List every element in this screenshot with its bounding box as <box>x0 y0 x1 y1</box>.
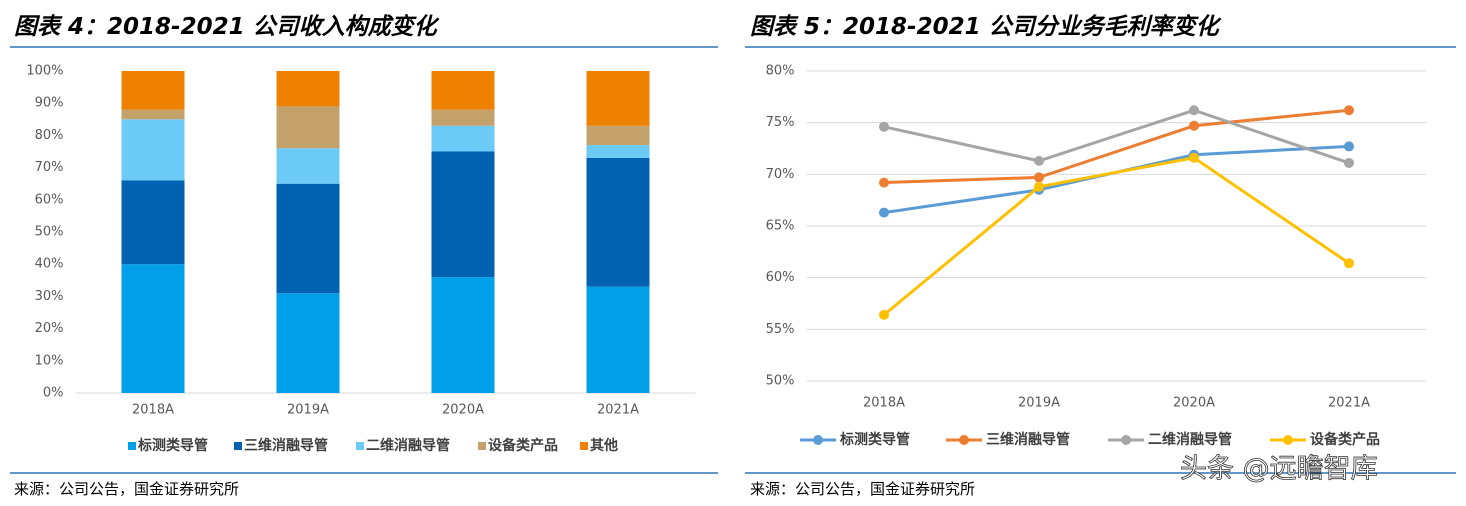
bar-segment <box>586 125 650 146</box>
bar-segment <box>276 293 340 393</box>
line-marker <box>1189 152 1199 163</box>
legend-label: 三维消融导管 <box>244 437 328 454</box>
bar-segment <box>121 180 185 265</box>
y-tick-label: 60% <box>766 270 795 285</box>
bar-segment <box>276 148 340 184</box>
y-tick-label: 20% <box>35 321 64 336</box>
legend-swatch <box>356 442 364 450</box>
x-tick-label: 2021A <box>1328 396 1370 411</box>
line-marker <box>1189 120 1199 131</box>
legend-label: 设备类产品 <box>488 437 558 454</box>
line-marker <box>1189 105 1199 116</box>
y-tick-label: 75% <box>766 115 795 130</box>
source: 来源：公司公告，国金证券研究所 <box>14 480 239 498</box>
legend-label: 二维消融导管 <box>1148 431 1232 448</box>
y-tick-label: 50% <box>766 374 795 389</box>
line-marker <box>879 121 889 132</box>
bar-segment <box>431 277 495 393</box>
bar-segment <box>586 286 650 393</box>
legend-label: 三维消融导管 <box>986 431 1070 448</box>
legend-label: 标测类导管 <box>839 431 910 448</box>
x-tick-label: 2018A <box>863 396 905 411</box>
bar-segment <box>276 106 340 149</box>
legend-swatch <box>478 442 486 450</box>
line <box>883 156 1350 317</box>
legend-label: 设备类产品 <box>1310 431 1380 448</box>
y-tick-label: 60% <box>35 192 64 207</box>
line-marker <box>1344 258 1354 269</box>
legend-swatch <box>580 442 588 450</box>
bar-segment <box>276 183 340 294</box>
line-marker <box>879 207 889 218</box>
legend-marker <box>1283 435 1293 445</box>
y-tick-label: 80% <box>766 64 795 79</box>
y-tick-label: 55% <box>766 322 795 337</box>
y-tick-label: 80% <box>35 128 64 143</box>
y-tick-label: 10% <box>35 353 64 368</box>
source: 来源：公司公告，国金证券研究所 <box>750 480 975 498</box>
y-tick-label: 100% <box>26 64 63 79</box>
line-marker <box>1344 141 1354 152</box>
bar-segment <box>431 71 495 110</box>
y-tick-label: 90% <box>35 96 64 111</box>
line-marker <box>1034 181 1044 192</box>
line <box>883 108 1350 185</box>
x-tick-label: 2018A <box>132 403 174 418</box>
bar-segment <box>431 125 495 152</box>
x-tick-label: 2019A <box>287 403 329 418</box>
bar-segment <box>121 264 185 393</box>
y-tick-label: 65% <box>766 219 795 234</box>
line-marker <box>879 177 889 188</box>
bar-segment <box>431 151 495 278</box>
y-tick-label: 0% <box>43 386 64 401</box>
legend-marker <box>959 435 969 445</box>
x-tick-label: 2020A <box>442 403 484 418</box>
x-tick-label: 2020A <box>1173 396 1215 411</box>
legend-label: 标测类导管 <box>137 437 208 454</box>
x-tick-label: 2021A <box>597 403 639 418</box>
legend-swatch <box>234 442 242 450</box>
line-marker <box>1344 105 1354 116</box>
y-tick-label: 30% <box>35 289 64 304</box>
y-tick-label: 40% <box>35 257 64 272</box>
legend-label: 二维消融导管 <box>366 437 450 454</box>
line <box>883 108 1350 165</box>
legend-swatch <box>128 442 136 450</box>
legend-marker <box>1121 435 1131 445</box>
bar-segment <box>586 71 650 126</box>
line-marker <box>1034 155 1044 166</box>
legend-label: 其他 <box>590 437 618 454</box>
line-marker <box>1034 172 1044 183</box>
chart-title: 图表 5：2018-2021 公司分业务毛利率变化 <box>750 13 1222 40</box>
bar-segment <box>121 109 185 120</box>
bar-segment <box>586 145 650 158</box>
bar-segment <box>431 109 495 126</box>
line-marker <box>1344 157 1354 168</box>
x-tick-label: 2019A <box>1018 396 1060 411</box>
bar-segment <box>276 71 340 107</box>
line-marker <box>879 309 889 320</box>
chart-title: 图表 4：2018-2021 公司收入构成变化 <box>14 13 440 40</box>
y-tick-label: 70% <box>766 167 795 182</box>
legend-marker <box>813 435 823 445</box>
bar-segment <box>121 119 185 181</box>
bar-segment <box>586 157 650 287</box>
watermark: 头条 @远瞻智库 <box>1180 454 1378 485</box>
y-tick-label: 70% <box>35 160 64 175</box>
bar-segment <box>121 71 185 110</box>
y-tick-label: 50% <box>35 225 64 240</box>
